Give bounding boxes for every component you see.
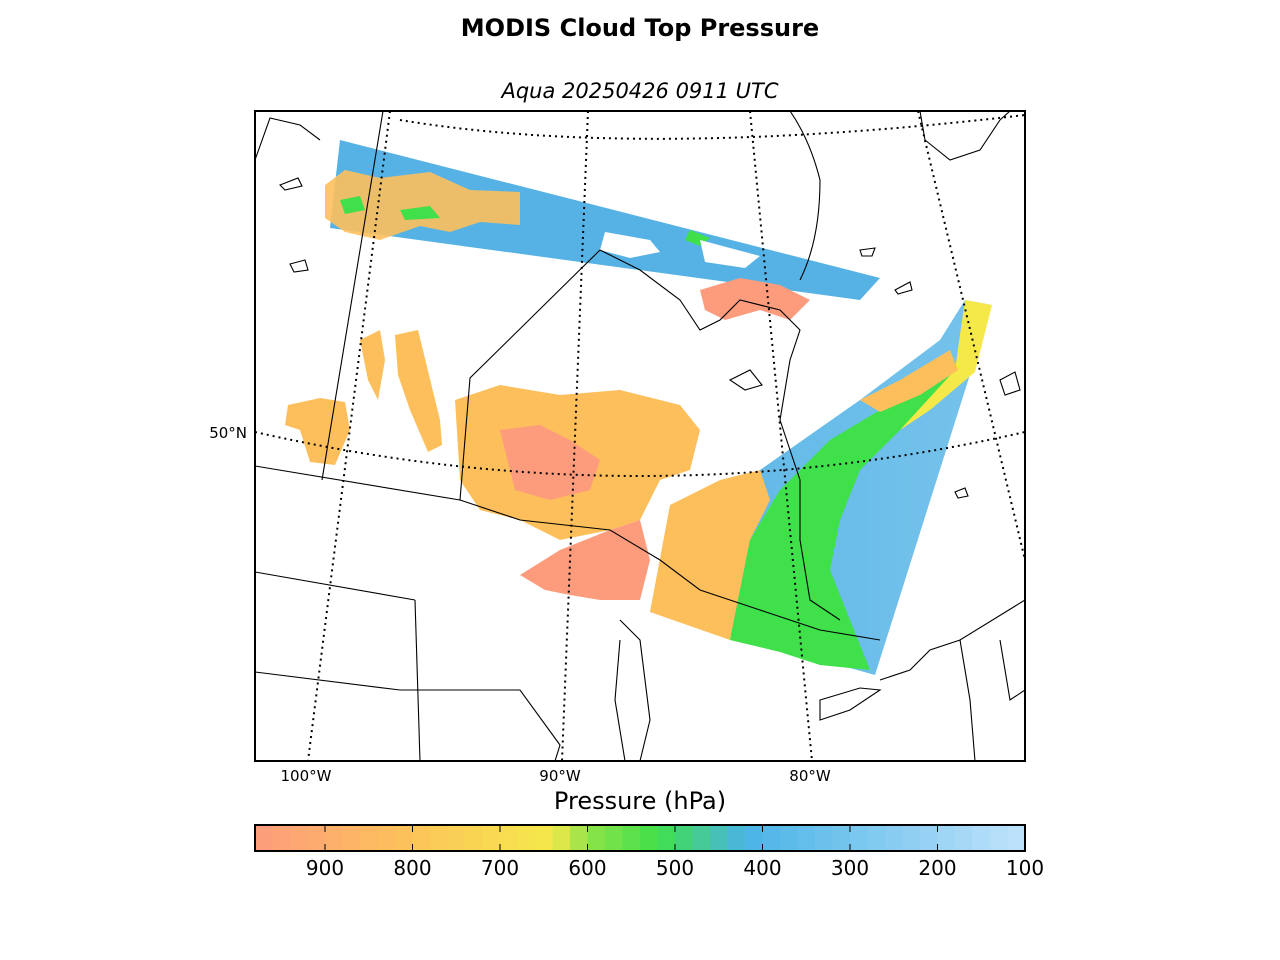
colorbar-segment — [360, 825, 378, 851]
colorbar-segment — [290, 825, 308, 851]
colorbar-segment — [517, 825, 536, 851]
colorbar-segment — [465, 825, 483, 851]
lon-label-80w: 80°W — [789, 767, 831, 785]
colorbar-tick-label: 800 — [393, 856, 431, 880]
hudson-salmon-cloud — [700, 278, 810, 320]
colorbar-segment — [272, 825, 291, 851]
colorbar-tick-label: 600 — [568, 856, 606, 880]
eastern-swath-orange-edge — [860, 350, 958, 412]
colorbar-segment — [570, 825, 588, 851]
colorbar-segment — [552, 825, 571, 851]
colorbar-segment — [745, 825, 763, 851]
colorbar-segment — [325, 825, 343, 851]
colorbar — [255, 825, 1026, 851]
colorbar-tick-label: 700 — [481, 856, 519, 880]
colorbar-segment — [377, 825, 396, 851]
colorbar-segment — [447, 825, 466, 851]
central-salmon-cloud — [500, 425, 600, 500]
colorbar-segment — [762, 825, 781, 851]
colorbar-segment — [867, 825, 886, 851]
northern-swath-white — [600, 232, 760, 268]
colorbar-segment — [780, 825, 798, 851]
colorbar-ticks: 900 800 700 600 500 400 300 200 100 — [306, 825, 1044, 880]
eastern-swath-yellow — [900, 300, 992, 430]
colorbar-segment — [255, 825, 273, 851]
colorbar-segment — [972, 825, 991, 851]
colorbar-tick-label: 100 — [1006, 856, 1044, 880]
colorbar-segment — [885, 825, 903, 851]
colorbar-segment — [1007, 825, 1026, 851]
colorbar-tick-label: 900 — [306, 856, 344, 880]
map-area — [255, 111, 1025, 761]
colorbar-segment — [307, 825, 326, 851]
colorbar-segment — [395, 825, 413, 851]
colorbar-segment — [587, 825, 606, 851]
colorbar-segment — [622, 825, 641, 851]
lake-superior-salmon — [520, 520, 650, 600]
colorbar-frame — [254, 824, 1026, 852]
colorbar-segment — [832, 825, 851, 851]
colorbar-tick-label: 300 — [831, 856, 869, 880]
chart-subtitle: Aqua 20250426 0911 UTC — [501, 79, 779, 103]
northern-swath-low-cloud — [325, 170, 520, 240]
west-low-cloud — [285, 398, 350, 465]
graticule — [255, 111, 1025, 761]
colorbar-segment — [937, 825, 956, 851]
colorbar-tick-label: 500 — [656, 856, 694, 880]
colorbar-segment — [850, 825, 868, 851]
colorbar-segment — [815, 825, 833, 851]
eastern-swath-green — [730, 370, 955, 670]
colorbar-segment — [500, 825, 518, 851]
colorbar-segment — [902, 825, 921, 851]
colorbar-segment — [990, 825, 1008, 851]
colorbar-segment — [430, 825, 448, 851]
colorbar-segment — [727, 825, 746, 851]
colorbar-segment — [342, 825, 361, 851]
lon-label-90w: 90°W — [539, 767, 581, 785]
lake-winnipeg-cloud — [360, 330, 442, 452]
eastern-swath-low-cloud — [650, 470, 770, 640]
chart-title: MODIS Cloud Top Pressure — [460, 14, 820, 42]
colorbar-segment — [657, 825, 676, 851]
colorbar-tick-label: 200 — [918, 856, 956, 880]
colorbar-segment — [955, 825, 973, 851]
boundaries — [255, 111, 1025, 761]
lat-label-50n: 50°N — [209, 424, 247, 442]
colorbar-segment — [797, 825, 816, 851]
colorbar-tick-label: 400 — [743, 856, 781, 880]
colorbar-segment — [920, 825, 938, 851]
colorbar-segment — [605, 825, 623, 851]
colorbar-segment — [412, 825, 431, 851]
colorbar-title: Pressure (hPa) — [553, 787, 727, 815]
colorbar-segment — [535, 825, 553, 851]
colorbar-segment — [640, 825, 658, 851]
map-frame — [254, 110, 1026, 762]
colorbar-segment — [675, 825, 693, 851]
colorbar-segment — [692, 825, 711, 851]
colorbar-segment — [482, 825, 501, 851]
lon-label-100w: 100°W — [281, 767, 332, 785]
colorbar-segment — [710, 825, 728, 851]
